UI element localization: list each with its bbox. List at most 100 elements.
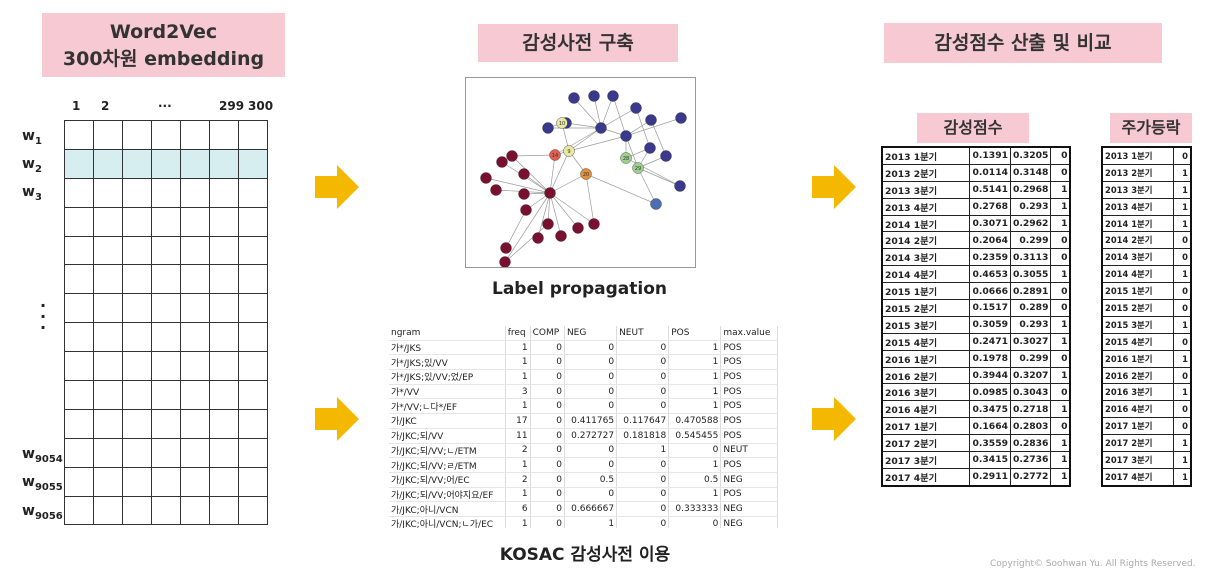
embedding-vertical-dots: · · · (40, 296, 47, 337)
kosac-cell: 0 (530, 428, 565, 444)
embedding-cell (64, 177, 94, 208)
embedding-cell (209, 437, 239, 468)
kosac-cell: 가*/VV (389, 384, 506, 400)
embedding-col-label: 299 (219, 99, 245, 113)
graph-node (542, 122, 554, 134)
stock-row: 2013 2분기 1 (1101, 163, 1192, 182)
score-cell: 0.1978 (969, 349, 1011, 368)
embedding-row-label: w3 (22, 184, 42, 203)
score-cell: 1 (1050, 180, 1071, 199)
score-cell: 0.2772 (1009, 467, 1052, 487)
stock-cell: 2016 2분기 (1101, 366, 1174, 385)
kosac-cell: 가/JKC;아니/VCN (389, 501, 506, 517)
stock-cell: 1 (1173, 214, 1192, 233)
score-row: 2016 1분기 0.1978 0.299 0 (881, 349, 1071, 368)
graph-node-label: 20 (583, 172, 589, 178)
score-cell: 2014 1분기 (881, 214, 970, 233)
graph-edge (505, 209, 527, 249)
kosac-cell: 0.545455 (668, 428, 722, 444)
kosac-cell: 0 (530, 384, 565, 400)
embedding-row-label: w9054 (22, 446, 63, 465)
graph-node (588, 90, 600, 102)
stock-row: 2014 1분기 1 (1101, 214, 1192, 233)
score-cell: 1 (1050, 214, 1071, 233)
kosac-cell: 0 (564, 487, 618, 503)
score-cell: 0.3944 (969, 366, 1011, 385)
graph-node (588, 218, 600, 230)
score-cell: 0 (1050, 163, 1071, 182)
score-cell: 2015 4분기 (881, 332, 970, 351)
stock-row: 2015 3분기 1 (1101, 315, 1192, 334)
arrow-right-icon (812, 397, 856, 441)
stock-row: 2017 4분기 1 (1101, 467, 1192, 487)
kosac-row: 가/JKC;되/VV 11 0 0.272727 0.181818 0.545455 POS (389, 428, 778, 444)
score-cell: 0.2836 (1009, 434, 1052, 453)
stock-cell: 2017 4분기 (1101, 467, 1174, 487)
kosac-cell: 1 (668, 384, 722, 400)
embedding-cell (122, 177, 152, 208)
score-row: 2016 3분기 0.0985 0.3043 0 (881, 383, 1071, 402)
kosac-cell: 0 (564, 369, 618, 385)
kosac-cell: 0 (530, 354, 565, 371)
embedding-row (64, 206, 268, 237)
stock-cell: 1 (1173, 315, 1192, 334)
kosac-cell: 0 (616, 501, 670, 517)
embedding-row (64, 120, 268, 150)
kosac-cell: 0 (616, 369, 670, 385)
kosac-row: 가/JKC 17 0 0.411765 0.117647 0.470588 POS (389, 413, 778, 429)
stock-row: 2016 1분기 1 (1101, 349, 1192, 368)
score-row: 2015 2분기 0.1517 0.289 0 (881, 299, 1071, 317)
kosac-cell: 0 (616, 472, 670, 488)
graph-edge (573, 97, 602, 129)
embedding-cell (238, 120, 268, 150)
kosac-cell: 0 (564, 340, 618, 356)
embedding-cell (151, 495, 181, 526)
stock-row: 2015 1분기 0 (1101, 282, 1192, 301)
network-graph-icon: 10 9 14 20 28 29 (480, 90, 687, 268)
embedding-cell (122, 437, 152, 468)
kosac-cell: 0 (530, 443, 565, 459)
embedding-cell (64, 235, 94, 266)
embedding-cell (209, 148, 239, 179)
copyright: Copyright© Soohwan Yu. All Rights Reserv… (990, 559, 1196, 569)
score-cell: 0.289 (1009, 299, 1052, 317)
graph-edge (568, 127, 602, 152)
score-row: 2017 4분기 0.2911 0.2772 1 (881, 467, 1071, 487)
stock-cell: 2013 4분기 (1101, 197, 1174, 216)
embedding-cell (122, 293, 152, 324)
kosac-cell: 1 (505, 398, 531, 415)
embedding-cell (64, 120, 94, 150)
kosac-cell: POS (720, 487, 778, 503)
graph-node (607, 90, 619, 102)
score-cell: 1 (1050, 400, 1071, 419)
embedding-cell (238, 408, 268, 439)
score-cell: 2016 1분기 (881, 349, 970, 368)
embedding-row (64, 351, 268, 382)
score-cell: 0.3027 (1009, 332, 1052, 351)
embedding-col-label: 2 (101, 99, 110, 113)
embedding-cell (151, 466, 181, 497)
kosac-cell: POS (720, 457, 778, 473)
score-cell: 2017 4분기 (881, 467, 970, 487)
embedding-cell (151, 264, 181, 295)
score-cell: 0.3207 (1009, 366, 1052, 385)
stock-cell: 1 (1173, 197, 1192, 216)
graph-edge (612, 95, 627, 137)
embedding-cell (151, 437, 181, 468)
kosac-cell: POS (720, 398, 778, 415)
embedding-cell (238, 235, 268, 266)
graph-edge (625, 157, 681, 187)
kosac-cell: 0 (530, 398, 565, 415)
score-cell: 0.2768 (969, 197, 1011, 216)
embedding-cell (64, 293, 94, 324)
kosac-cell: 0 (616, 354, 670, 371)
kosac-cell: 1 (505, 340, 531, 356)
kosac-cell: 1 (505, 354, 531, 371)
embedding-cell (93, 495, 123, 526)
kosac-header-cell: COMP (530, 326, 565, 341)
kosac-cell: POS (720, 369, 778, 385)
embedding-cell (180, 148, 210, 179)
embedding-cell (238, 322, 268, 353)
score-cell: 2013 3분기 (881, 180, 970, 199)
score-row: 2013 2분기 0.0114 0.3148 0 (881, 163, 1071, 182)
